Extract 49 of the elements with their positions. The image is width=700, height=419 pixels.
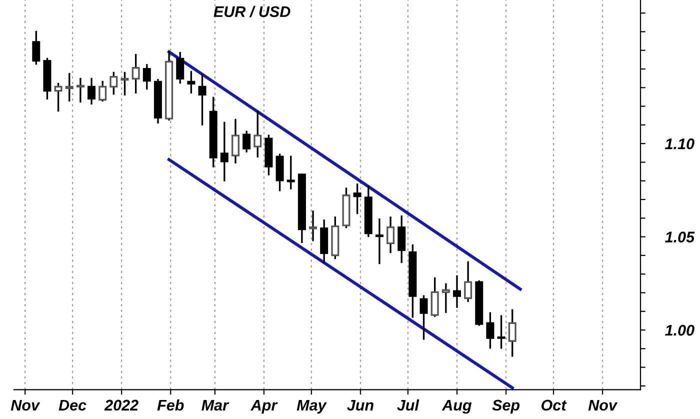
candlestick <box>88 78 96 104</box>
x-tick-label: Nov <box>588 400 618 411</box>
x-tick-label: Oct <box>542 400 567 411</box>
candlestick <box>486 312 494 349</box>
x-tick-label: 2022 <box>104 400 138 411</box>
x-tick-label: Apr <box>250 400 278 414</box>
x-tick-label: Sep <box>492 400 520 414</box>
y-tick-label: 1.00 <box>665 324 694 336</box>
candlestick <box>398 215 406 263</box>
candlestick <box>132 54 140 94</box>
candlestick <box>386 216 395 254</box>
candlestick <box>54 82 62 112</box>
candlestick <box>286 156 295 190</box>
x-tick-label: Feb <box>157 399 184 411</box>
x-tick-label: Nov <box>10 400 40 411</box>
candlestick <box>452 275 461 308</box>
candlestick <box>254 110 262 158</box>
y-tick-label: 1.10 <box>665 138 694 150</box>
candlestick <box>120 72 129 96</box>
candlestick <box>420 295 428 340</box>
candlestick <box>32 30 40 65</box>
candlestick <box>464 261 472 302</box>
x-tick-label: May <box>296 400 327 414</box>
candlestick <box>309 210 318 242</box>
candlestick <box>220 122 228 182</box>
candlestick <box>176 52 184 84</box>
candlestick <box>187 70 196 94</box>
candlestick <box>508 309 516 357</box>
candlestick <box>98 80 107 102</box>
candlestick <box>198 74 206 126</box>
candlestick <box>242 130 251 152</box>
candlestick <box>110 72 118 95</box>
candlestick <box>442 283 450 313</box>
y-tick-label: 1.05 <box>665 232 695 242</box>
x-tick-label: Aug <box>442 400 472 414</box>
candlestick <box>375 218 384 264</box>
candlestick <box>65 72 74 102</box>
candlestick <box>76 78 84 102</box>
chart-title: EUR / USD <box>214 6 290 18</box>
candlestick <box>142 64 151 90</box>
candlestick <box>231 118 240 164</box>
candlestick <box>497 315 506 349</box>
x-tick-label: Jun <box>347 400 374 411</box>
candlestick <box>430 277 439 317</box>
x-tick-label: Mar <box>202 400 230 411</box>
x-tick-label: Dec <box>58 400 86 411</box>
x-tick-label: Jul <box>397 399 420 411</box>
candlestick <box>276 154 284 192</box>
candlestick <box>353 184 362 214</box>
